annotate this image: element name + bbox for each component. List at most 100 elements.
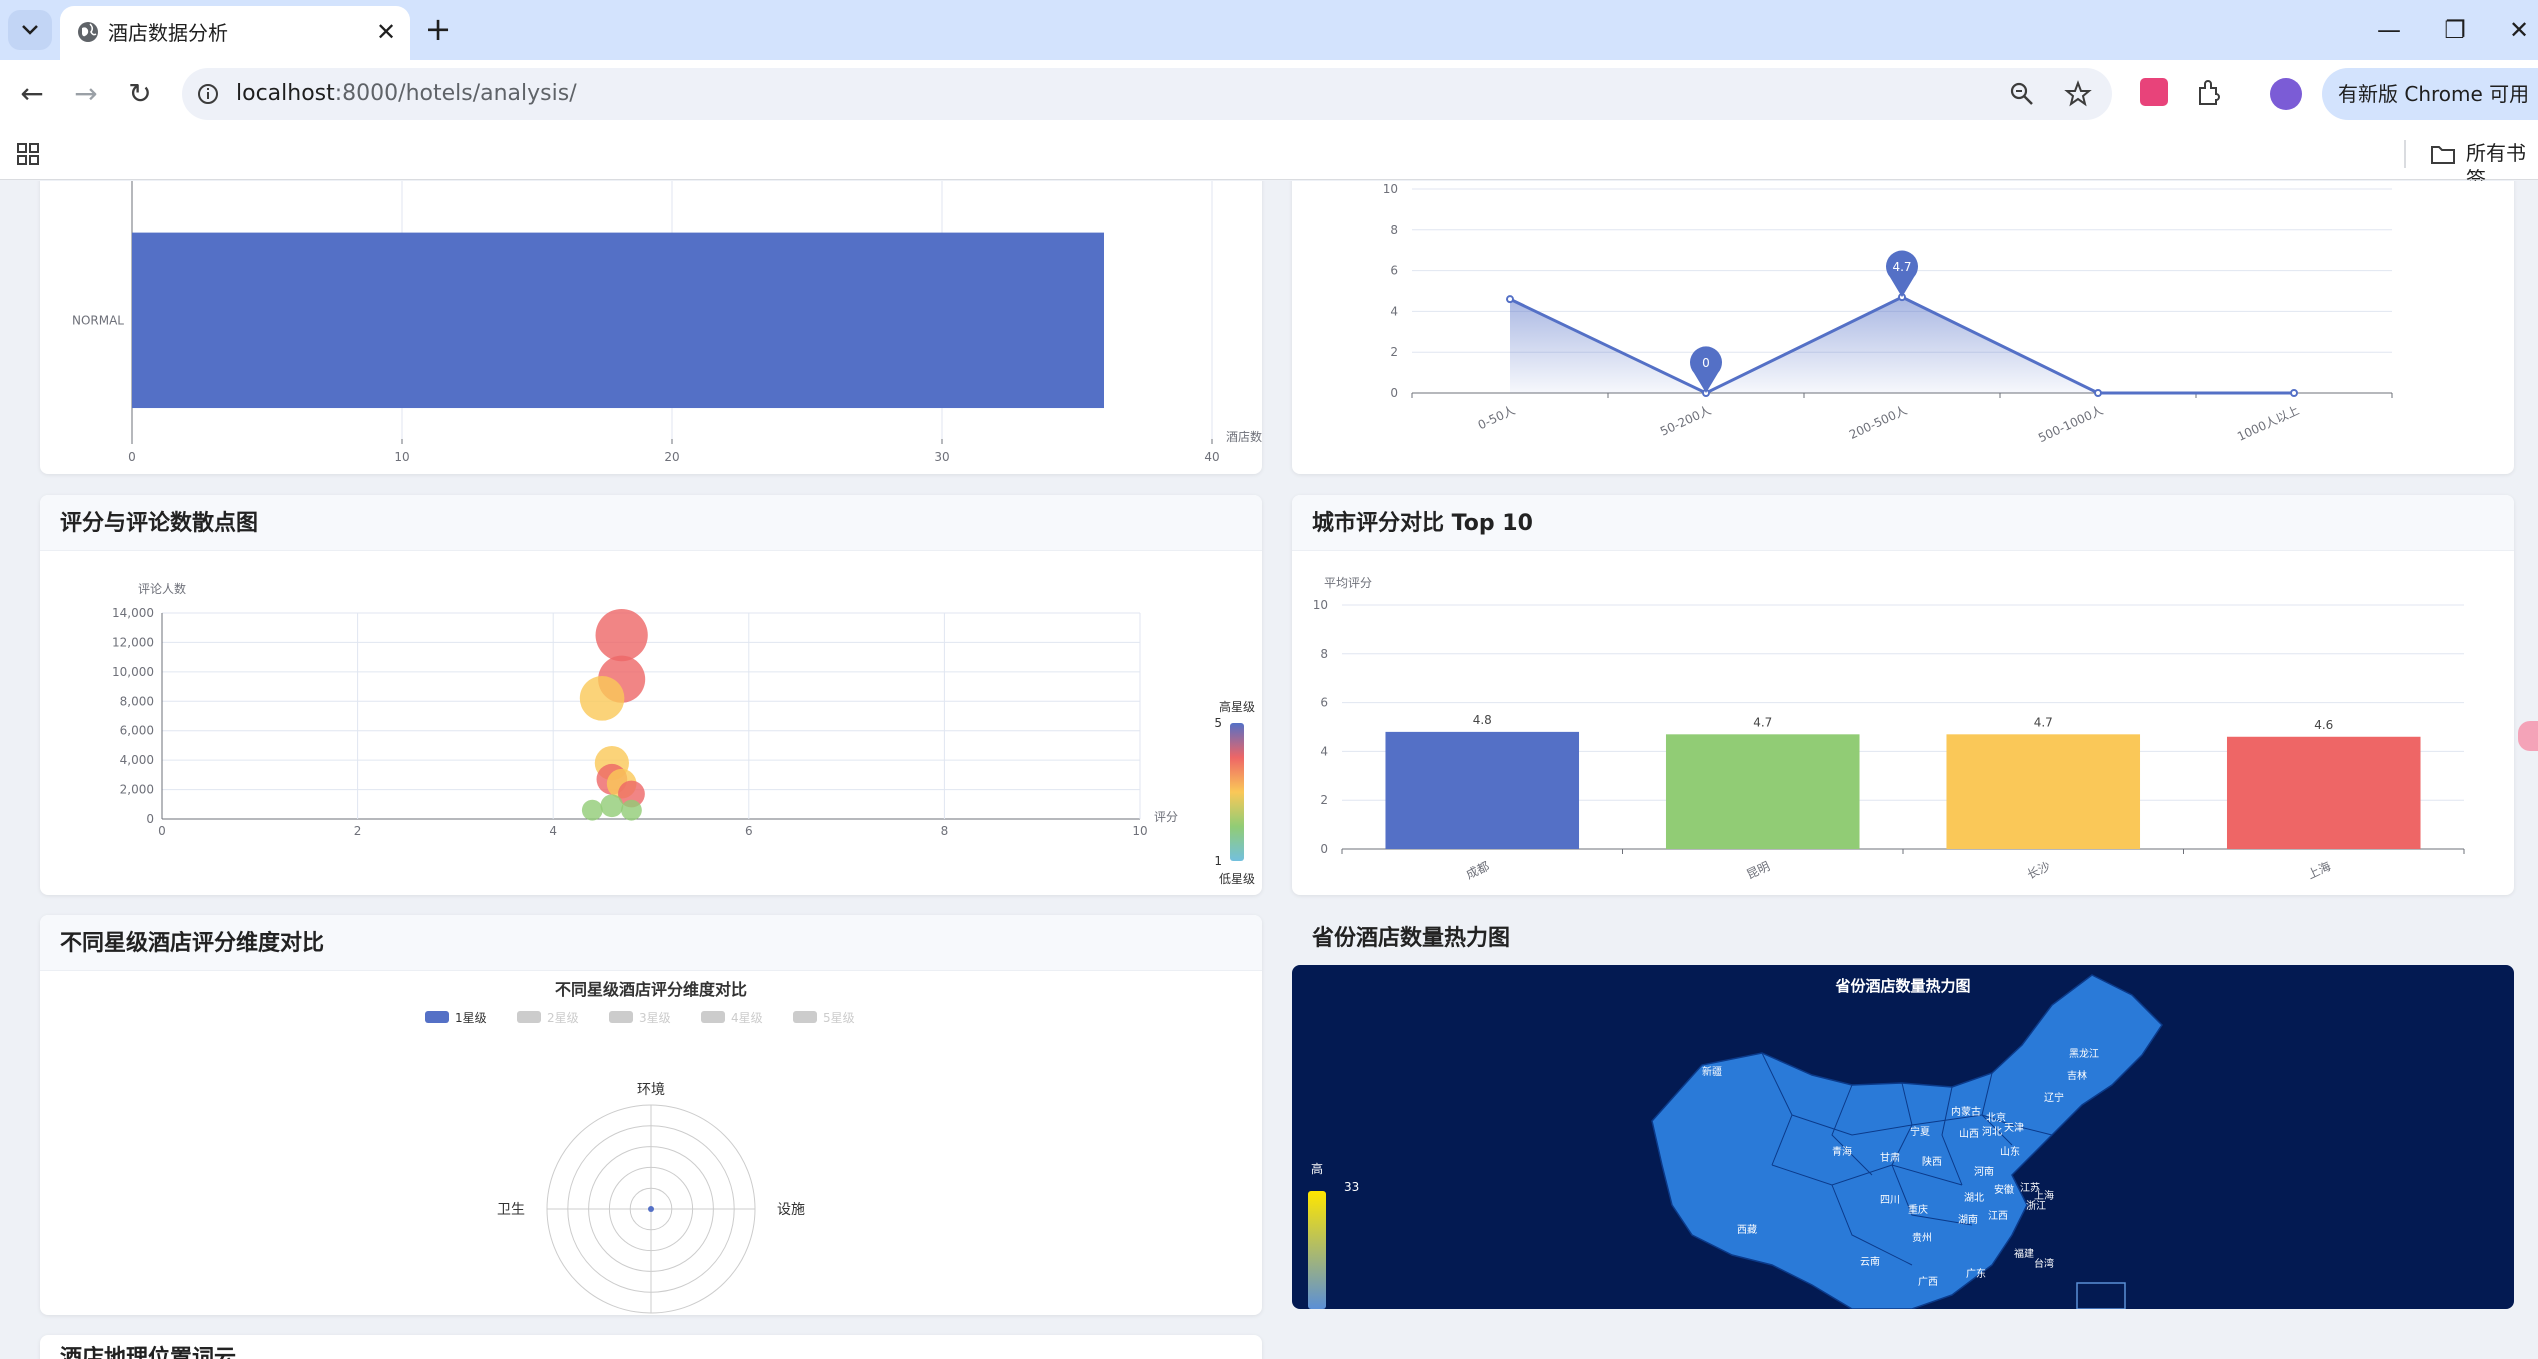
- province-label: 浙江: [2026, 1200, 2046, 1212]
- profile-avatar[interactable]: [2270, 78, 2302, 110]
- line-point: [1506, 295, 1514, 304]
- province-label: 北京: [1986, 1111, 2006, 1124]
- zoom-icon[interactable]: [2008, 80, 2036, 108]
- update-chrome-button[interactable]: 有新版 Chrome 可用: [2322, 68, 2538, 120]
- city-category-label: 长沙: [2025, 859, 2053, 882]
- city-bar-value-label: 4.8: [1473, 713, 1492, 727]
- province-label: 青海: [1832, 1145, 1852, 1158]
- browser-tab-strip: 酒店数据分析 ✕ + — ❐ ✕: [0, 0, 2538, 60]
- line-y-tick-label: 2: [1390, 345, 1398, 359]
- scatter-visualmap-min-label: 低星级: [1219, 872, 1255, 886]
- province-label: 安徽: [1994, 1183, 2014, 1196]
- province-label: 辽宁: [2044, 1091, 2064, 1104]
- city-bar: [1946, 734, 2141, 849]
- province-label: 西藏: [1737, 1224, 1757, 1236]
- tab-title: 酒店数据分析: [108, 21, 228, 45]
- forward-button[interactable]: →: [74, 77, 98, 110]
- scatter-y-tick-label: 12,000: [112, 635, 154, 649]
- scatter-x-tick-label: 10: [1132, 824, 1147, 838]
- scatter-y-axis-name: 评论人数: [138, 581, 186, 596]
- map-visualmap-bar: [1308, 1191, 1326, 1309]
- line-marker-label: 4.7: [1892, 260, 1911, 274]
- room-size-line-chart: 0 2 4 6 8 10 0-50人 50-200人 200-500人 500-1000人 1000…: [1383, 182, 2393, 445]
- back-button[interactable]: ←: [20, 77, 44, 110]
- reload-button[interactable]: ↻: [128, 77, 152, 110]
- url-path: :8000/hotels/analysis/: [334, 81, 577, 106]
- line-point: [2094, 389, 2102, 397]
- radar-card-title: 不同星级酒店评分维度对比: [60, 931, 325, 956]
- scatter-point: [579, 676, 625, 721]
- province-label: 台湾: [2034, 1257, 2054, 1270]
- province-border: [1771, 1164, 1963, 1186]
- line-marker-label: 0: [1702, 356, 1710, 370]
- star-bookmark-icon[interactable]: [2064, 80, 2092, 108]
- province-label: 甘肃: [1880, 1151, 1900, 1164]
- province-border: [1981, 1114, 2053, 1136]
- province-label: 江西: [1988, 1210, 2008, 1222]
- radar-chart-title: 不同星级酒店评分维度对比: [555, 980, 747, 999]
- scatter-point: [618, 780, 645, 808]
- scatter-card: 评分与评论数散点图 0 2,000 4,000 6,000 8,000 10,000 12,…: [40, 495, 1262, 895]
- province-border: [1831, 1184, 1913, 1266]
- line-marker-pin: [1690, 346, 1722, 393]
- translate-extension-icon[interactable]: [2140, 78, 2168, 106]
- extensions-puzzle-icon[interactable]: [2194, 78, 2224, 108]
- scatter-point: [600, 794, 624, 818]
- city-rating-bar-chart: 0 2 4 6 8 10 平均评分 4.8 成都 4.7 昆明 4.7 长沙 4.6 上海: [1313, 576, 2465, 882]
- apps-grid-icon[interactable]: [16, 142, 42, 168]
- wordcloud-card-title: 酒店地理位置词云: [60, 1346, 237, 1359]
- close-window-icon[interactable]: ✕: [2508, 16, 2530, 44]
- radar-legend-swatch: [701, 1011, 725, 1023]
- province-label: 河南: [1974, 1165, 1994, 1178]
- province-label: 重庆: [1908, 1203, 1928, 1216]
- wordcloud-card: 酒店地理位置词云: [40, 1335, 1262, 1359]
- province-label: 湖南: [1958, 1213, 1978, 1226]
- hotel-type-bar-chart: 0 10 20 30 40 NORMAL 酒店数: [72, 181, 1262, 464]
- new-tab-button[interactable]: +: [424, 10, 452, 48]
- map-visualmap-max-value: 33: [1344, 1180, 1359, 1194]
- radar-legend-swatch: [517, 1011, 541, 1023]
- url-host: localhost: [236, 81, 335, 106]
- address-bar[interactable]: localhost:8000/hotels/analysis/: [182, 68, 2112, 120]
- map-visualmap-max-label: 高: [1311, 1161, 1323, 1176]
- province-label: 福建: [2014, 1247, 2034, 1260]
- radar-legend-label: 5星级: [823, 1011, 855, 1025]
- scatter-point: [581, 799, 603, 821]
- site-info-icon[interactable]: [196, 82, 220, 106]
- tab-search-button[interactable]: [8, 10, 52, 50]
- close-tab-icon[interactable]: ✕: [375, 18, 397, 46]
- city-card-title: 城市评分对比 Top 10: [1312, 511, 1533, 536]
- province-border: [1791, 1114, 1983, 1136]
- city-y-tick-label: 2: [1320, 793, 1328, 807]
- scatter-y-tick-label: 10,000: [112, 665, 154, 679]
- side-translate-badge[interactable]: [2518, 721, 2538, 751]
- chevron-down-icon: [22, 25, 38, 35]
- globe-icon: [78, 22, 98, 42]
- south-china-sea-inset: [2076, 1282, 2126, 1309]
- city-y-tick-label: 8: [1320, 647, 1328, 661]
- active-tab[interactable]: 酒店数据分析 ✕: [60, 6, 410, 60]
- page-content: 0 10 20 30 40 NORMAL 酒店数 0 2 4 6 8 10 0-50人 50-200人 20…: [0, 181, 2538, 1359]
- line-y-tick-label: 0: [1390, 386, 1398, 400]
- scatter-x-tick-label: 8: [941, 824, 949, 838]
- province-border: [1941, 1086, 1963, 1186]
- hbar-tick-label: 40: [1204, 450, 1219, 464]
- scatter-y-tick-label: 2,000: [120, 783, 154, 797]
- city-rating-card: 城市评分对比 Top 10 0 2 4 6 8 10 平均评分 4.8 成都 4.7 昆明 4.7 长沙…: [1292, 495, 2514, 895]
- scatter-y-tick-label: 14,000: [112, 606, 154, 620]
- city-y-tick-label: 4: [1320, 744, 1328, 758]
- hbar-bar: [132, 232, 1104, 409]
- url-text: localhost:8000/hotels/analysis/: [236, 80, 577, 108]
- restore-icon[interactable]: ❐: [2444, 16, 2466, 44]
- scatter-x-axis-name: 评分: [1154, 810, 1178, 824]
- radar-card-header: 不同星级酒店评分维度对比: [40, 915, 1262, 971]
- city-card-header: 城市评分对比 Top 10: [1292, 495, 2514, 551]
- scatter-visualmap-max-value: 5: [1214, 716, 1222, 730]
- hbar-axis-name: 酒店数: [1226, 429, 1262, 444]
- hbar-tick-label: 0: [128, 450, 136, 464]
- radar-series-point: [648, 1206, 654, 1212]
- scatter-y-tick-label: 4,000: [120, 753, 154, 767]
- minimize-icon[interactable]: —: [2377, 16, 2401, 44]
